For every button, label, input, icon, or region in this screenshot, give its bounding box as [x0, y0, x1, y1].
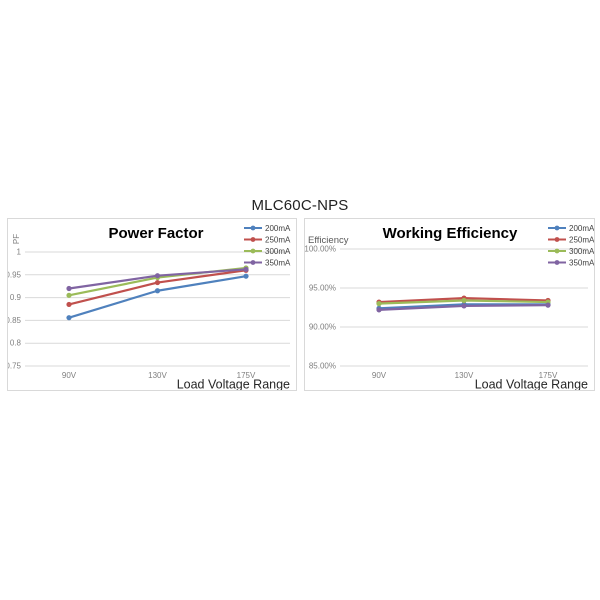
- data-point-marker-250mA: [154, 279, 161, 286]
- legend-marker-icon-300mA: [250, 248, 256, 254]
- legend-item-label-350mA: 350mA: [569, 259, 594, 268]
- y-axis-title: PF: [12, 234, 21, 244]
- chart-title: Working Efficiency: [383, 225, 518, 242]
- legend-item-label-200mA: 200mA: [265, 224, 291, 233]
- data-point-marker-200mA: [154, 288, 161, 294]
- working-efficiency-chart: 100.00% 95.00% 90.00% 85.00% 90V 130V 175VLoad…: [305, 224, 594, 391]
- data-point-marker-200mA: [66, 315, 72, 321]
- y-tick-label: 0.8: [10, 339, 22, 348]
- legend-marker-icon-200mA: [250, 225, 256, 231]
- legend-marker-icon-350mA: [250, 260, 256, 265]
- y-tick-label: 95.00%: [309, 284, 336, 293]
- legend-item-label-300mA: 300mA: [265, 247, 291, 256]
- legend-marker-icon-200mA: [554, 225, 560, 231]
- y-tick-label: 0.85: [8, 316, 22, 325]
- x-tick-label: 90V: [372, 371, 387, 380]
- legend-marker-icon-300mA: [554, 248, 560, 254]
- y-tick-label: 0.9: [10, 293, 22, 302]
- y-axis-title: Efficiency: [308, 235, 349, 246]
- x-tick-label: 175V: [539, 371, 558, 380]
- x-tick-label: 130V: [455, 371, 474, 380]
- legend-item-label-200mA: 200mA: [569, 224, 594, 233]
- page-title: MLC60C-NPS: [251, 197, 349, 214]
- data-point-marker-350mA: [545, 302, 551, 308]
- x-tick-label: 175V: [237, 371, 256, 380]
- x-axis-title: Load Voltage Range: [475, 378, 588, 391]
- x-tick-label: 130V: [148, 371, 167, 380]
- data-point-marker-300mA: [376, 301, 382, 307]
- y-tick-label: 100.00%: [305, 245, 336, 254]
- working-efficiency-chart-panel: 100.00% 95.00% 90.00% 85.00% 90V 130V 175V Load…: [304, 218, 595, 391]
- legend-item-label-250mA: 250mA: [569, 236, 594, 245]
- data-point-marker-350mA: [461, 303, 467, 309]
- data-point-marker-300mA: [461, 297, 467, 304]
- data-point-marker-350mA: [243, 266, 249, 272]
- x-tick-label: 90V: [62, 371, 77, 380]
- legend-marker-icon-350mA: [554, 260, 560, 265]
- x-axis-title: Load Voltage Range: [177, 378, 290, 391]
- legend-item-label-350mA: 350mA: [265, 259, 291, 268]
- legend-item-label-300mA: 300mA: [569, 247, 594, 256]
- legend-marker-icon-250mA: [554, 237, 560, 242]
- legend-item-label-250mA: 250mA: [265, 236, 291, 245]
- data-point-marker-300mA: [66, 292, 72, 298]
- chart-title: Power Factor: [108, 225, 203, 242]
- data-point-marker-350mA: [66, 285, 72, 292]
- legend-marker-icon-250mA: [250, 237, 256, 242]
- y-tick-label: 90.00%: [309, 323, 336, 332]
- y-tick-label: 0.95: [8, 270, 22, 279]
- y-tick-label: 1: [17, 248, 22, 257]
- data-point-marker-200mA: [243, 273, 249, 279]
- y-tick-label: 0.75: [8, 362, 22, 371]
- data-point-marker-350mA: [154, 273, 161, 279]
- data-point-marker-350mA: [376, 307, 382, 313]
- data-point-marker-250mA: [66, 301, 72, 308]
- y-tick-label: 85.00%: [309, 362, 336, 371]
